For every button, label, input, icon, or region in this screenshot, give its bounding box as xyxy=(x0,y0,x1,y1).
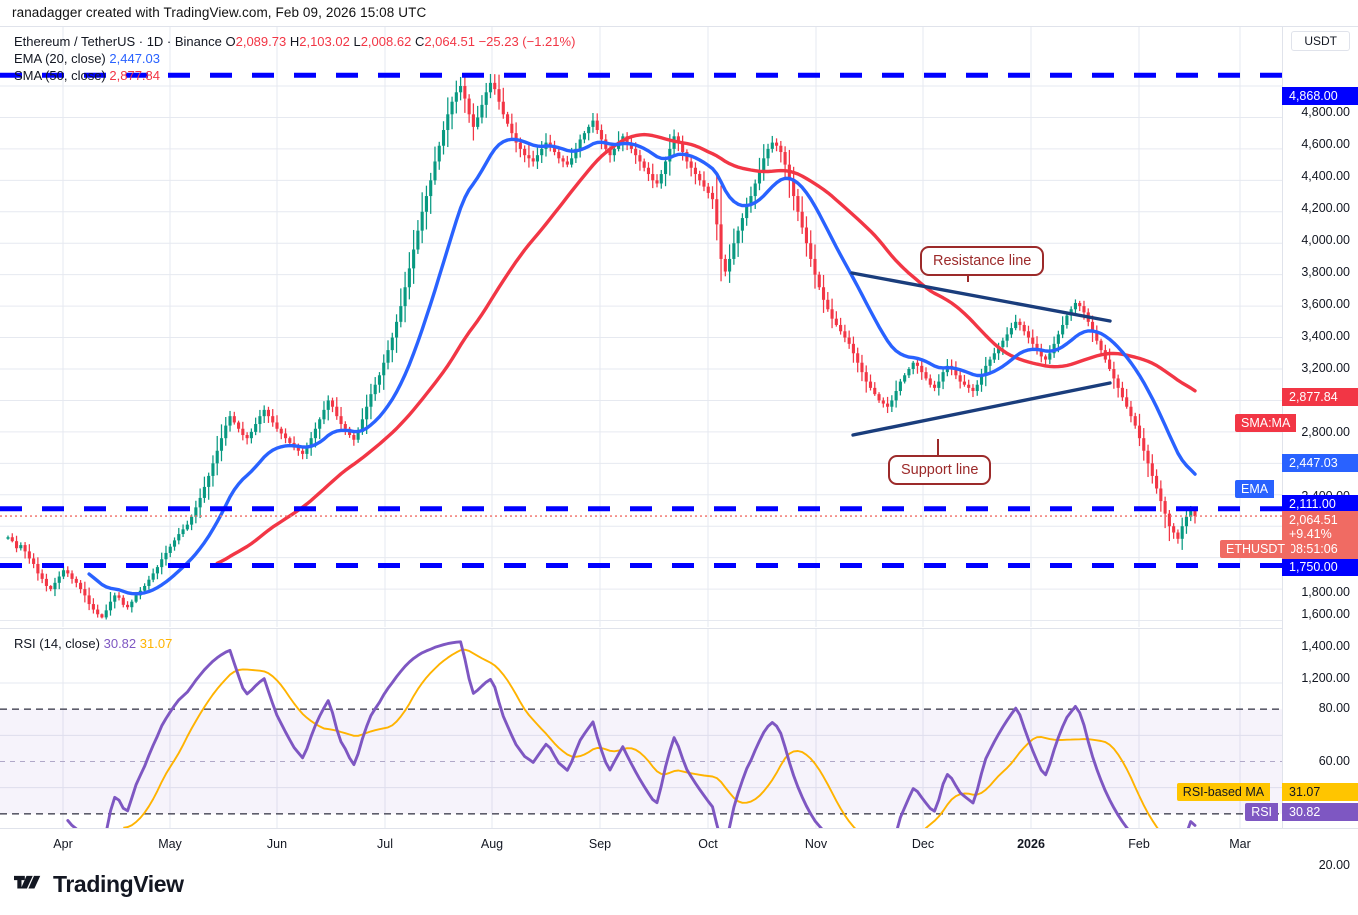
date-tick-label: Jul xyxy=(377,837,393,851)
price-tick-label: 1,400.00 xyxy=(1301,639,1350,653)
date-tick-label: Dec xyxy=(911,837,935,851)
price-tick-label: 1,800.00 xyxy=(1301,585,1350,599)
ema-name-tag: EMA xyxy=(1235,480,1275,498)
support-line-callout[interactable]: Support line xyxy=(888,455,992,485)
price-tick-label: 4,000.00 xyxy=(1301,233,1350,247)
price-chart-svg xyxy=(0,27,1282,627)
price-tick-label: 4,600.00 xyxy=(1301,137,1350,151)
price-tick-label: 4,200.00 xyxy=(1301,201,1350,215)
sma-value-tag[interactable]: 2,877.84 xyxy=(1282,388,1358,406)
last-price-tag[interactable]: 2,064.51 +9.41% 08:51:06 xyxy=(1282,511,1358,559)
date-tick-label: Mar xyxy=(1229,837,1251,851)
resistance-line-callout-text: Resistance line xyxy=(933,253,1032,269)
date-tick-label: Nov xyxy=(804,837,828,851)
price-tick-label: 1,600.00 xyxy=(1301,607,1350,621)
currency-unit-badge: USDT xyxy=(1291,31,1350,51)
last-price-countdown: 08:51:06 xyxy=(1289,542,1338,556)
rsi-tag-label: RSI xyxy=(1245,803,1279,821)
rsi-tick-label: 60.00 xyxy=(1318,754,1350,768)
price-pane[interactable]: Ethereum / TetherUS · 1D · Binance O2,08… xyxy=(0,27,1282,627)
date-tick-label: Sep xyxy=(588,837,612,851)
rsi-tick-label: 20.00 xyxy=(1318,858,1350,872)
rsi-chart-svg xyxy=(0,629,1282,828)
resistance-level-tag[interactable]: 4,868.00 xyxy=(1282,87,1358,105)
price-tick-label: 2,800.00 xyxy=(1301,425,1350,439)
ema-value-tag[interactable]: 2,447.03 xyxy=(1282,454,1358,472)
sma-name-tag: SMA:MA xyxy=(1235,414,1297,432)
date-tick-label: May xyxy=(158,837,182,851)
price-tick-label: 3,800.00 xyxy=(1301,265,1350,279)
price-tick-label: 4,800.00 xyxy=(1301,105,1350,119)
tradingview-wordmark: TradingView xyxy=(53,871,184,897)
rsi-pane[interactable]: RSI (14, close) 30.82 31.07 xyxy=(0,628,1282,828)
date-tick-label: Aug xyxy=(480,837,504,851)
support-line-callout-text: Support line xyxy=(901,462,979,478)
date-tick-label: Jun xyxy=(266,837,288,851)
date-tick-label: 2026 xyxy=(1017,837,1045,851)
tradingview-mark-icon xyxy=(14,875,41,888)
rsi-ma-tag-value[interactable]: 31.07 xyxy=(1282,783,1358,801)
chart-frame: Ethereum / TetherUS · 1D · Binance O2,08… xyxy=(0,26,1358,872)
resistance-line-callout[interactable]: Resistance line xyxy=(920,246,1045,276)
rsi-tag-value[interactable]: 30.82 xyxy=(1282,803,1358,821)
price-tick-label: 1,200.00 xyxy=(1301,671,1350,685)
last-price-value: 2,064.51 xyxy=(1289,513,1338,527)
date-axis[interactable]: Apr May Jun Jul Aug Sep Oct Nov Dec 2026 Feb Mar xyxy=(0,828,1358,859)
price-tick-label: 3,400.00 xyxy=(1301,329,1350,343)
price-tick-label: 3,600.00 xyxy=(1301,297,1350,311)
price-tick-label: 4,400.00 xyxy=(1301,169,1350,183)
mid-level-tag[interactable]: 2,111.00 xyxy=(1282,495,1358,513)
date-tick-label: Apr xyxy=(53,837,73,851)
date-tick-label: Feb xyxy=(1128,837,1150,851)
last-price-symbol-tag: ETHUSDT xyxy=(1220,540,1292,558)
last-price-percent: +9.41% xyxy=(1289,527,1332,541)
support-level-tag[interactable]: 1,750.00 xyxy=(1282,558,1358,576)
rsi-ma-tag-label: RSI-based MA xyxy=(1176,783,1271,801)
tradingview-logo[interactable]: TradingView xyxy=(14,871,184,898)
date-tick-label: Oct xyxy=(698,837,718,851)
price-tick-label: 3,200.00 xyxy=(1301,361,1350,375)
rsi-tick-label: 80.00 xyxy=(1318,701,1350,715)
credit-line: ranadagger created with TradingView.com,… xyxy=(12,5,427,20)
